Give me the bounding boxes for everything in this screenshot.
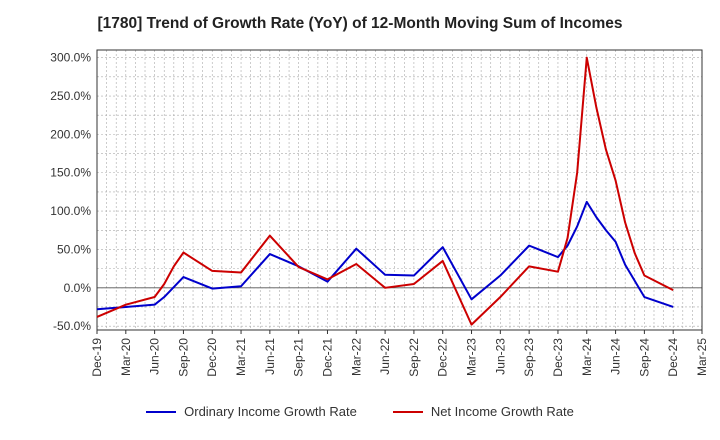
x-tick-label: Sep-21 bbox=[292, 338, 306, 377]
x-tick-label: Jun-24 bbox=[609, 338, 623, 375]
y-tick-label: 150.0% bbox=[50, 166, 91, 180]
x-tick-label: Dec-23 bbox=[551, 338, 565, 377]
y-tick-label: 250.0% bbox=[50, 89, 91, 103]
series-line-1 bbox=[96, 56, 674, 326]
x-tick-label: Jun-22 bbox=[378, 338, 392, 375]
y-tick-label: 0.0% bbox=[64, 281, 92, 295]
x-tick-label: Mar-24 bbox=[580, 338, 594, 376]
x-tick-label: Jun-23 bbox=[493, 338, 507, 375]
x-tick-label: Dec-24 bbox=[666, 338, 680, 377]
series-line-0 bbox=[96, 200, 674, 311]
legend-item-net: Net Income Growth Rate bbox=[392, 404, 574, 419]
x-tick-label: Sep-20 bbox=[176, 338, 190, 377]
y-tick-label: -50.0% bbox=[53, 319, 91, 333]
legend-swatch-ordinary bbox=[146, 410, 177, 413]
x-tick-label: Sep-23 bbox=[522, 338, 536, 377]
x-tick-label: Dec-19 bbox=[90, 338, 104, 377]
x-tick-label: Mar-22 bbox=[349, 338, 363, 376]
x-tick-label: Mar-20 bbox=[119, 338, 133, 376]
x-tick-label: Jun-20 bbox=[148, 338, 162, 375]
y-tick-label: 200.0% bbox=[50, 127, 91, 141]
x-tick-label: Mar-21 bbox=[234, 338, 248, 376]
y-tick-label: 50.0% bbox=[57, 242, 91, 256]
plot-frame bbox=[96, 49, 703, 331]
x-tick-label: Mar-25 bbox=[695, 338, 709, 376]
legend-label-ordinary: Ordinary Income Growth Rate bbox=[184, 404, 357, 419]
x-tick-label: Mar-23 bbox=[465, 338, 479, 376]
x-tick-label: Jun-21 bbox=[263, 338, 277, 375]
x-tick-label: Sep-22 bbox=[407, 338, 421, 377]
y-tick-label: 300.0% bbox=[50, 51, 91, 65]
x-tick-label: Dec-21 bbox=[320, 338, 334, 377]
x-tick-label: Sep-24 bbox=[637, 338, 651, 377]
x-tick-label: Dec-20 bbox=[205, 338, 219, 377]
legend: Ordinary Income Growth Rate Net Income G… bbox=[0, 404, 720, 419]
legend-item-ordinary: Ordinary Income Growth Rate bbox=[146, 404, 357, 419]
x-tick-label: Dec-22 bbox=[436, 338, 450, 377]
legend-label-net: Net Income Growth Rate bbox=[430, 404, 574, 419]
legend-swatch-net bbox=[392, 410, 423, 413]
y-tick-label: 100.0% bbox=[50, 204, 91, 218]
chart-title: [1780] Trend of Growth Rate (YoY) of 12-… bbox=[97, 15, 623, 32]
